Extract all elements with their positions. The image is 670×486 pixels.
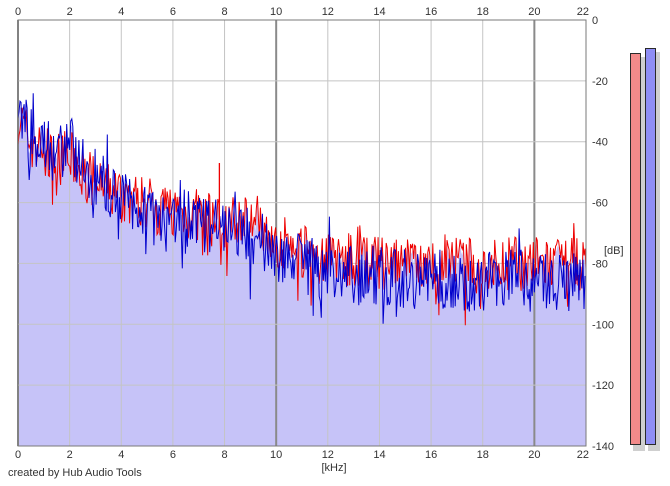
x-tick-top-8: 16 — [425, 6, 437, 18]
y-tick-7: -140 — [592, 441, 614, 453]
x-tick-top-11: 22 — [577, 6, 589, 18]
x-tick-top-1: 2 — [67, 6, 73, 18]
y-tick-4: -80 — [592, 258, 608, 270]
x-tick-bottom-3: 6 — [170, 449, 176, 461]
y-tick-3: -60 — [592, 198, 608, 210]
x-tick-top-7: 14 — [373, 6, 385, 18]
x-tick-top-10: 20 — [528, 6, 540, 18]
plot-frame — [17, 19, 587, 447]
x-tick-bottom-9: 18 — [477, 449, 489, 461]
x-tick-top-0: 0 — [15, 6, 21, 18]
x-tick-bottom-0: 0 — [15, 449, 21, 461]
y-tick-0: 0 — [592, 15, 598, 27]
x-tick-top-9: 18 — [477, 6, 489, 18]
left-level-meter — [630, 53, 641, 445]
y-axis-label: [dB] — [604, 245, 624, 257]
x-tick-top-4: 8 — [221, 6, 227, 18]
series-lines — [17, 93, 587, 326]
grid — [17, 19, 587, 447]
x-tick-bottom-8: 16 — [425, 449, 437, 461]
x-tick-top-3: 6 — [170, 6, 176, 18]
x-ticks-bottom: 0 2 4 6 8 10 12 14 16 18 20 22 — [15, 449, 589, 461]
right-level-meter — [645, 48, 656, 445]
x-axis-label: [kHz] — [321, 462, 346, 474]
x-tick-bottom-1: 2 — [67, 449, 73, 461]
y-tick-6: -120 — [592, 380, 614, 392]
y-tick-2: -40 — [592, 137, 608, 149]
x-tick-bottom-5: 10 — [270, 449, 282, 461]
x-tick-top-5: 10 — [270, 6, 282, 18]
x-tick-bottom-11: 22 — [577, 449, 589, 461]
y-ticks: 0 -20 -40 -60 -80 -100 -120 -140 — [592, 15, 614, 453]
x-tick-bottom-10: 20 — [528, 449, 540, 461]
x-tick-bottom-6: 12 — [322, 449, 334, 461]
x-tick-bottom-4: 8 — [221, 449, 227, 461]
y-tick-5: -100 — [592, 319, 614, 331]
credit-text: created by Hub Audio Tools — [8, 467, 142, 479]
x-tick-top-6: 12 — [322, 6, 334, 18]
x-tick-bottom-2: 4 — [118, 449, 124, 461]
x-tick-bottom-7: 14 — [373, 449, 385, 461]
x-tick-top-2: 4 — [118, 6, 124, 18]
series-line-0 — [17, 107, 587, 326]
series-line-1 — [17, 93, 587, 324]
y-tick-1: -20 — [592, 76, 608, 88]
x-ticks-top: 0 2 4 6 8 10 12 14 16 18 20 22 — [15, 6, 589, 18]
